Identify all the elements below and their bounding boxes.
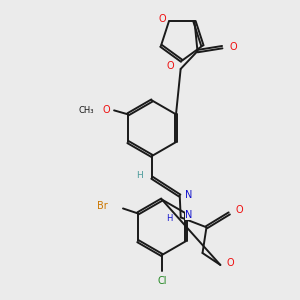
Text: O: O xyxy=(226,258,234,268)
Text: O: O xyxy=(229,42,237,52)
Text: Br: Br xyxy=(98,202,108,212)
Text: O: O xyxy=(158,14,166,24)
Text: N: N xyxy=(185,190,192,200)
Text: N: N xyxy=(185,210,192,220)
Text: O: O xyxy=(102,105,110,116)
Text: O: O xyxy=(167,61,175,71)
Text: Cl: Cl xyxy=(157,276,167,286)
Text: H: H xyxy=(136,171,142,180)
Text: H: H xyxy=(166,214,172,223)
Text: CH₃: CH₃ xyxy=(79,106,94,115)
Text: O: O xyxy=(236,206,243,215)
